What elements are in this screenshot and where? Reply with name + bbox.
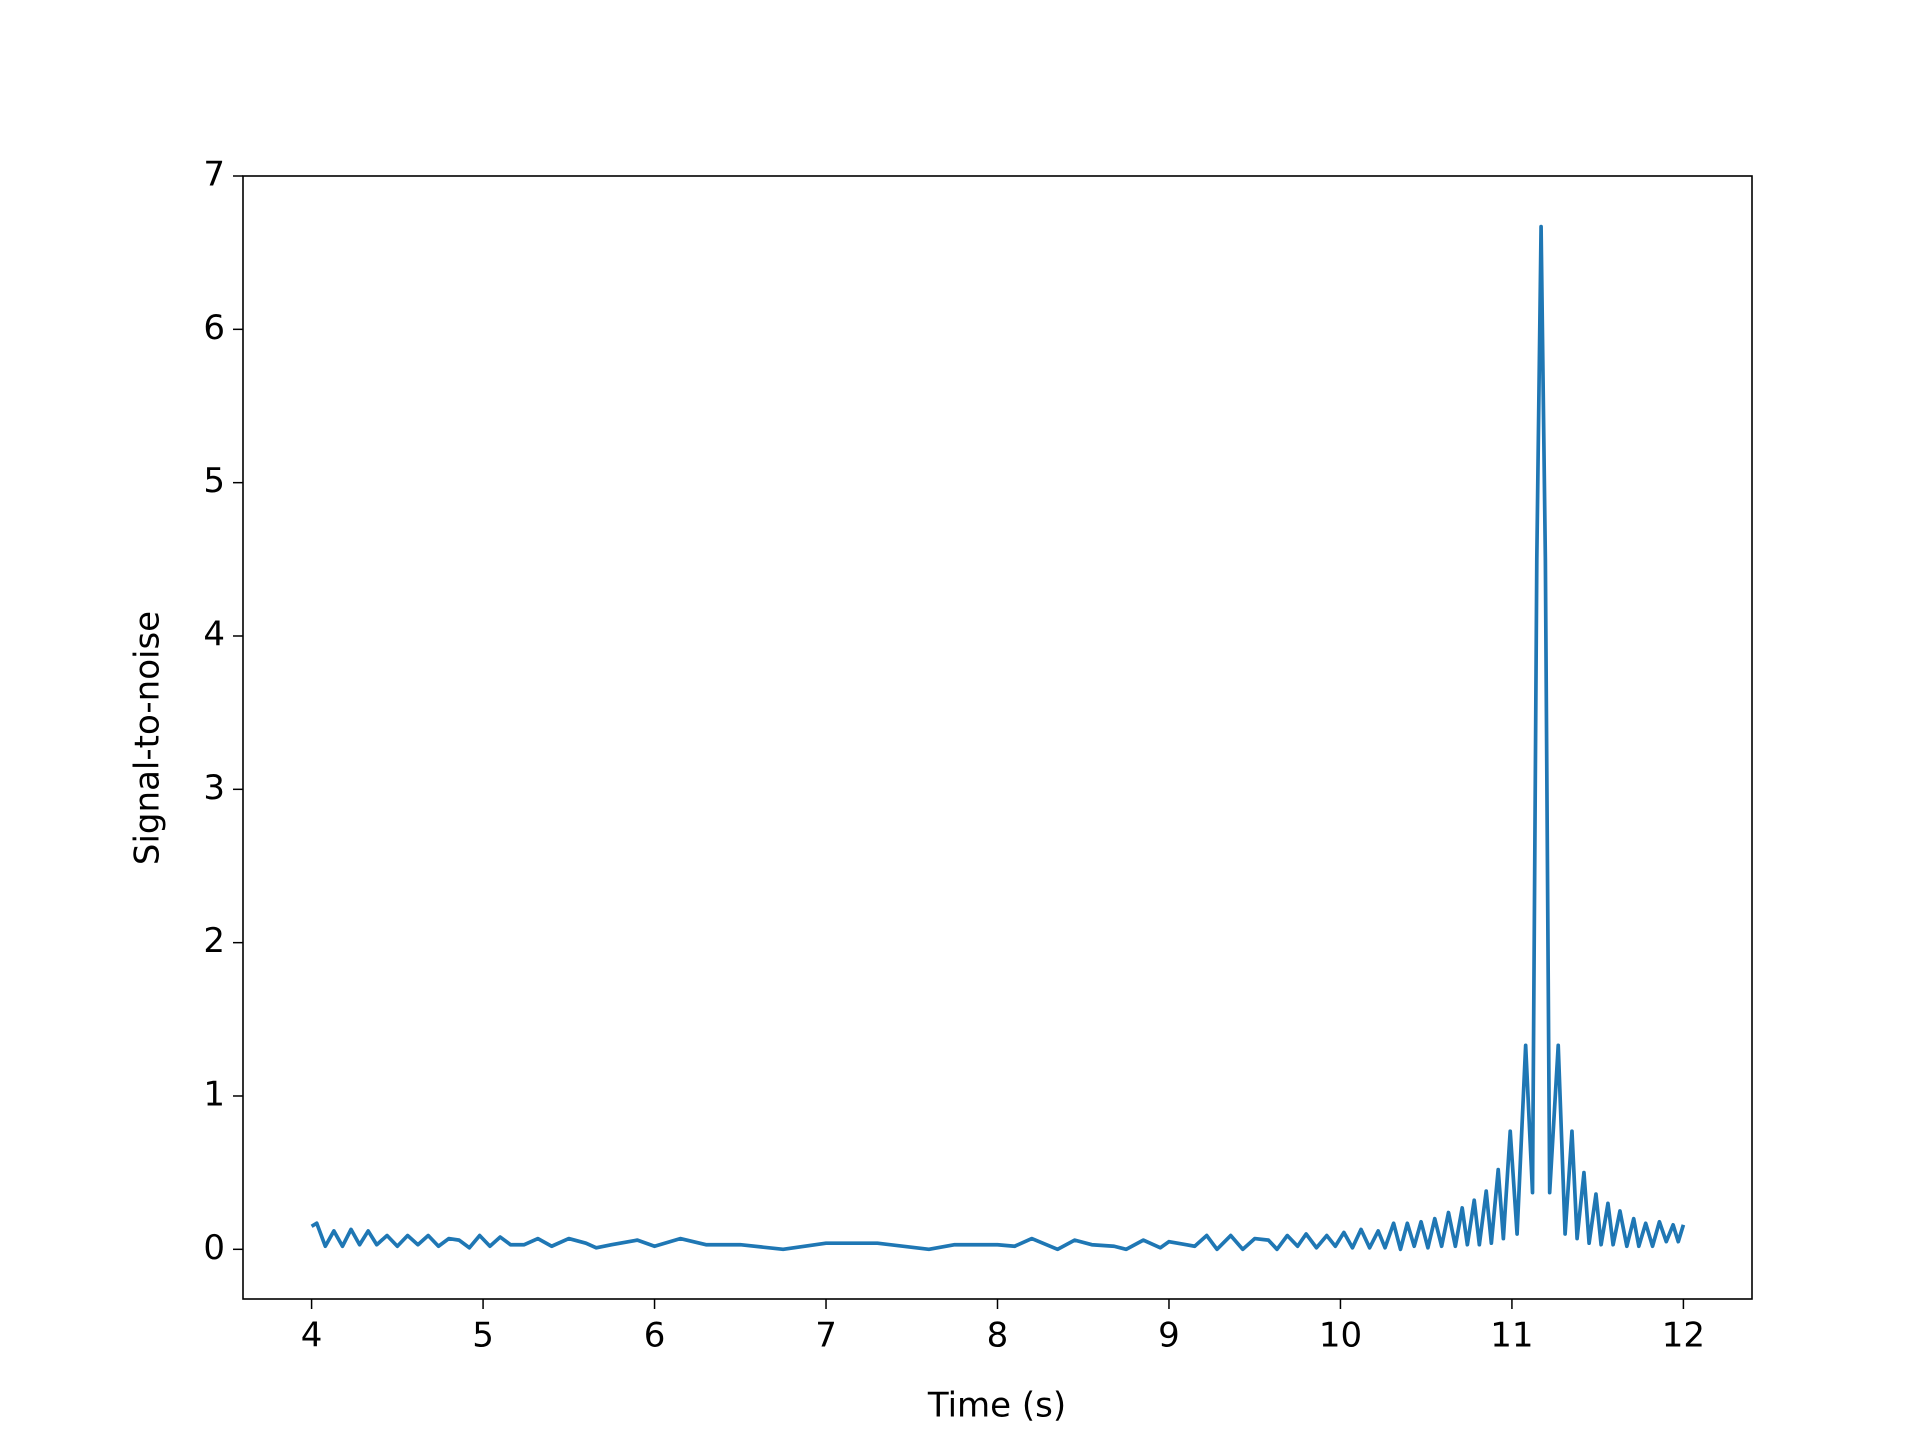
y-tick-label: 3 xyxy=(203,768,225,808)
x-tick-label: 7 xyxy=(815,1316,837,1356)
y-tick-label: 2 xyxy=(203,921,225,961)
y-axis-label: Signal-to-noise xyxy=(128,611,168,865)
x-tick-label: 8 xyxy=(987,1316,1009,1356)
x-tick-label: 5 xyxy=(472,1316,494,1356)
x-tick-label: 12 xyxy=(1662,1316,1705,1356)
y-tick-label: 1 xyxy=(203,1074,225,1114)
y-tick-label: 4 xyxy=(203,614,225,654)
data-line xyxy=(310,224,1686,1252)
x-tick-label: 11 xyxy=(1490,1316,1533,1356)
plot-frame xyxy=(242,175,1753,1300)
x-tick-label: 6 xyxy=(644,1316,666,1356)
y-tick-label: 6 xyxy=(203,308,225,348)
x-tick-label: 10 xyxy=(1319,1316,1362,1356)
x-tick-label: 4 xyxy=(301,1316,323,1356)
y-tick-label: 5 xyxy=(203,461,225,501)
y-tick-label: 0 xyxy=(203,1228,225,1268)
x-axis-label: Time (s) xyxy=(927,1386,1066,1426)
y-tick-label: 7 xyxy=(203,155,225,195)
x-tick-label: 9 xyxy=(1158,1316,1180,1356)
